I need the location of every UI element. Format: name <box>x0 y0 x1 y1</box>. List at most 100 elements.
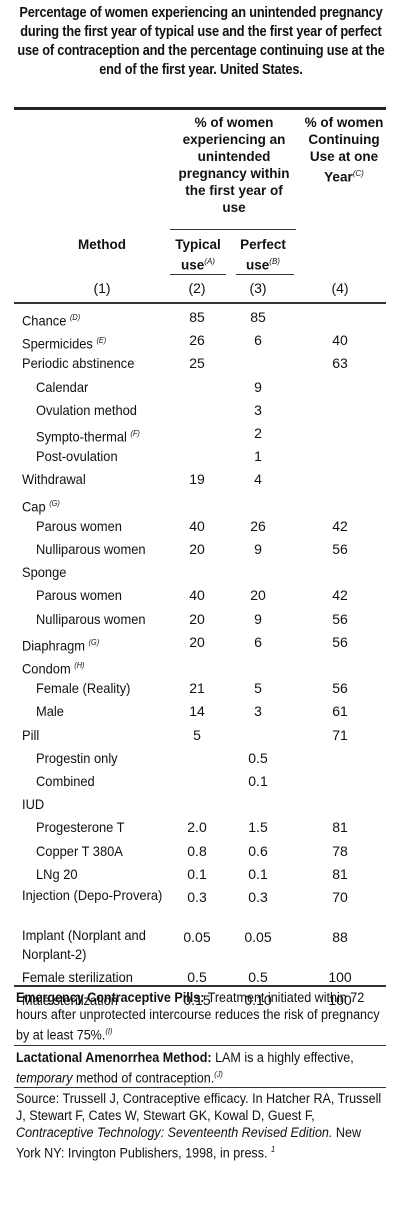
perfect-use-value: 9 <box>254 541 262 557</box>
method-label-text: Parous women <box>36 517 122 534</box>
column-number-2: (2) <box>188 280 206 296</box>
method-label-text: LNg 20 <box>36 865 78 882</box>
continuing-use-value: 42 <box>332 517 348 534</box>
perfect-use-value: 0.05 <box>244 929 272 945</box>
method-label: Implant (Norplant and Norplant-2) <box>22 926 169 964</box>
table-row: IUD <box>0 793 400 816</box>
typical-use-value: 21 <box>189 680 205 697</box>
method-label-text: Female sterilization <box>22 969 133 985</box>
method-footnote-mark: (E) <box>96 336 107 346</box>
typical-use-value: 0.5 <box>187 969 207 985</box>
method-label: Post-ovulation <box>36 445 118 468</box>
perfect-use-value: 9 <box>254 610 262 627</box>
typical-use-value: 40 <box>189 517 205 534</box>
typical-use-text: Typical use <box>175 237 221 273</box>
ecp-rule <box>14 1045 386 1046</box>
method-footnote-mark: (F) <box>130 429 140 438</box>
method-label-text: IUD <box>22 796 45 813</box>
typical-use-value: 5 <box>193 726 201 743</box>
ecp-footnote-mark: (I) <box>105 1027 113 1036</box>
continuing-use-value: 88 <box>332 929 348 945</box>
table-row: Progesterone T 2.0 1.5 81 <box>0 816 400 839</box>
method-label-text: Implant (Norplant and Norplant-2) <box>22 927 146 962</box>
method-label: Calendar <box>36 376 88 399</box>
method-label-text: Copper T 380A <box>36 842 123 859</box>
source-text-a: Source: Trussell J, Contraceptive effica… <box>16 1091 382 1123</box>
continuing-use-value: 81 <box>332 865 348 882</box>
column-number-4: (4) <box>331 280 349 296</box>
method-label-text: Sympto-thermal <box>36 428 127 445</box>
perfect-use-value: 0.6 <box>248 842 268 859</box>
method-label: Progestin only <box>36 747 118 770</box>
lam-text-b: method of contraception. <box>76 1070 215 1086</box>
perfect-use-value: 2 <box>254 425 262 441</box>
typical-use-value: 85 <box>189 309 205 325</box>
table-row: Progestin only 0.5 <box>0 747 400 770</box>
group-rule <box>170 229 296 230</box>
table-row: Male 14 3 61 <box>0 700 400 723</box>
source-text-emphasis: Contraceptive Technology: Seventeenth Re… <box>16 1125 333 1140</box>
method-label: Injection (Depo-Provera) <box>22 886 169 905</box>
table-row: Calendar 9 <box>0 376 400 399</box>
method-label: Sponge <box>22 561 66 584</box>
method-label-text: Male sterilization <box>22 992 118 1009</box>
method-label-text: Injection (Depo-Provera) <box>22 887 163 903</box>
continuing-use-value: 40 <box>332 332 348 349</box>
method-label: Copper T 380A <box>36 840 123 863</box>
perfect-underline <box>236 274 294 275</box>
perfect-use-value: 9 <box>254 378 262 395</box>
method-label-text: Nulliparous women <box>36 610 146 627</box>
method-label: Parous women <box>36 584 122 607</box>
method-label: IUD <box>22 793 44 816</box>
method-label: Withdrawal <box>22 468 86 491</box>
table-row: Nulliparous women 20 9 56 <box>0 608 400 631</box>
method-label: Cap (G) <box>22 492 60 519</box>
continuing-use-value: 56 <box>332 610 348 627</box>
typical-use-value: 0.05 <box>183 929 211 945</box>
table-row: Cap (G) <box>0 492 400 515</box>
method-label: Male sterilization <box>22 989 118 1012</box>
continuing-use-value: 71 <box>332 726 348 743</box>
table-title: Percentage of women experiencing an unin… <box>17 5 385 78</box>
table-row: Parous women 40 20 42 <box>0 584 400 607</box>
method-label-text: Ovulation method <box>36 401 137 418</box>
method-label: Nulliparous women <box>36 538 146 561</box>
perfect-use-value: 6 <box>254 633 262 650</box>
typical-use-value: 19 <box>189 471 205 488</box>
method-label-text: Sponge <box>22 564 67 581</box>
perfect-use-value: 4 <box>254 471 262 488</box>
continuing-header: % of women Continuing Use at one Year(C) <box>304 114 384 186</box>
perfect-use-value: 1 <box>254 448 262 465</box>
typical-use-value: 2.0 <box>187 819 207 836</box>
method-label-text: Cap <box>22 498 46 515</box>
typical-use-value: 26 <box>189 332 205 349</box>
perfect-use-value: 3 <box>254 401 262 418</box>
typical-use-value: 0.8 <box>187 842 207 859</box>
typical-use-value: 20 <box>189 633 205 650</box>
method-label: Pill <box>22 724 39 747</box>
table-row: Withdrawal 19 4 <box>0 468 400 491</box>
method-label-text: Parous women <box>36 587 122 604</box>
perfect-use-value: 0.1 <box>248 773 268 789</box>
continuing-header-text: % of women Continuing Use at one Year <box>304 115 384 185</box>
typical-use-value: 14 <box>189 703 205 720</box>
typical-use-value: 0.3 <box>187 889 207 905</box>
method-label-text: Chance <box>22 312 67 329</box>
method-label-text: Male <box>36 703 64 720</box>
continuing-use-value: 42 <box>332 587 348 604</box>
typical-underline <box>170 274 226 275</box>
table-row: Sympto-thermal (F) 2 <box>0 422 400 445</box>
table-row: Implant (Norplant and Norplant-2) 0.05 0.0… <box>0 926 400 966</box>
table-row: Female sterilization 0.5 0.5 100 <box>0 966 400 989</box>
ecp-footnote: Emergency Contraceptive Pills: Treatment… <box>16 989 386 1044</box>
continuing-use-value: 61 <box>332 703 348 720</box>
typical-footnote-mark: (A) <box>204 257 215 266</box>
continuing-use-value: 56 <box>332 541 348 557</box>
method-label: Chance (D) <box>22 306 80 333</box>
column-number-1: (1) <box>93 280 111 296</box>
typical-use-value: 40 <box>189 587 205 604</box>
perfect-use-text: Perfect use <box>240 237 286 273</box>
table-row: Sponge <box>0 561 400 584</box>
perfect-use-value: 85 <box>250 309 266 325</box>
